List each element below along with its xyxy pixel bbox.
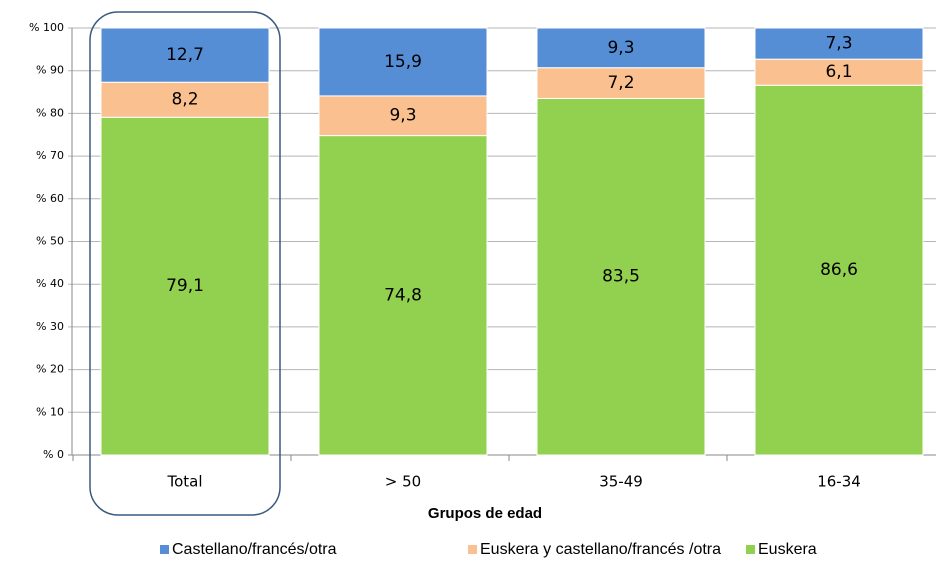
legend-label: Euskera [758,541,817,558]
y-tick-label: % 30 [36,320,64,333]
data-label: 83,5 [602,267,640,287]
y-tick-label: % 70 [36,149,64,162]
bar-segment [100,81,270,118]
y-tick-label: % 90 [36,64,64,77]
bar-segment [536,27,706,69]
bar-segment [100,116,270,456]
y-tick-label: % 80 [36,106,64,119]
y-tick-label: % 20 [36,363,64,376]
data-label: 6,1 [825,62,852,82]
x-tick-label: 16-34 [817,473,861,491]
legend-swatch [468,545,477,554]
x-tick-label: 35-49 [599,473,643,491]
y-tick-label: % 50 [36,235,64,248]
data-label: 79,1 [166,276,204,296]
y-tick-label: % 100 [29,21,64,34]
highlight-frame [89,11,281,516]
y-tick-label: % 40 [36,277,64,290]
bar-segment [754,27,924,60]
data-label: 8,2 [171,90,198,110]
x-tick-label: Total [166,473,202,491]
bar-segment [754,84,924,456]
bar-segment [318,95,488,137]
data-label: 74,8 [384,285,422,305]
x-tick-label: > 50 [385,473,421,491]
legend-swatch [746,545,755,554]
data-label: 7,2 [607,73,634,93]
legend-label: Castellano/francés/otra [172,541,337,558]
legend-label: Euskera y castellano/francés /otra [480,541,721,558]
x-axis-title: Grupos de edad [428,505,542,522]
bar-segment [100,27,270,83]
data-label: 9,3 [389,106,416,126]
data-label: 15,9 [384,52,422,72]
data-label: 86,6 [820,260,858,280]
bar-segment [318,27,488,97]
y-tick-label: % 0 [43,448,64,461]
y-tick-label: % 10 [36,405,64,418]
y-tick-label: % 60 [36,192,64,205]
legend-swatch [160,545,169,554]
bar-segment [318,135,488,456]
data-label: 7,3 [825,34,852,54]
data-label: 12,7 [166,45,204,65]
data-label: 9,3 [607,38,634,58]
bar-segment [536,67,706,99]
